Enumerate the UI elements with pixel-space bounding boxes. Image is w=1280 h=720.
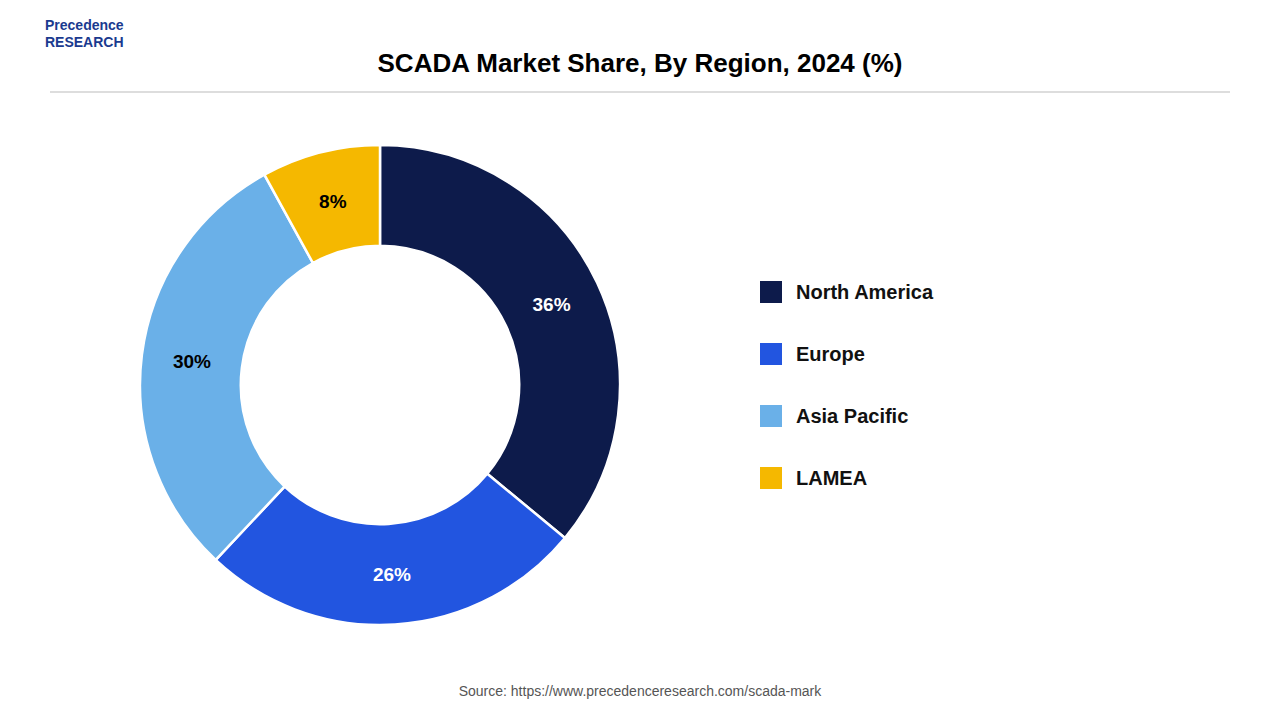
donut [140,145,620,625]
chart-container: PrecedenceRESEARCH SCADA Market Share, By… [0,0,1280,720]
data-label: 26% [373,564,411,585]
chart: PrecedenceRESEARCH SCADA Market Share, By… [0,0,1280,720]
data-label: 8% [319,191,347,212]
donut-slice [380,145,620,538]
donut-slice [264,145,380,263]
donut-slice [140,175,313,560]
legend: North America Europe Asia Pacific LAMEA [760,281,934,489]
title-rule [50,91,1230,92]
legend-swatch [760,281,782,303]
data-labels: 36% 26% 30% 8% [173,191,571,585]
logo-text: PrecedenceRESEARCH [45,17,124,50]
legend-swatch [760,467,782,489]
legend-swatch [760,405,782,427]
legend-label: Europe [796,343,865,365]
title: SCADA Market Share, By Region, 2024 (%) [378,48,903,78]
background [0,0,1280,720]
data-label: 30% [173,351,211,372]
legend-label: North America [796,281,934,303]
legend-label: Asia Pacific [796,405,908,427]
source-text: Source: https://www.precedenceresearch.c… [459,683,823,699]
legend-label: LAMEA [796,467,867,489]
legend-swatch [760,343,782,365]
data-label: 36% [533,294,571,315]
